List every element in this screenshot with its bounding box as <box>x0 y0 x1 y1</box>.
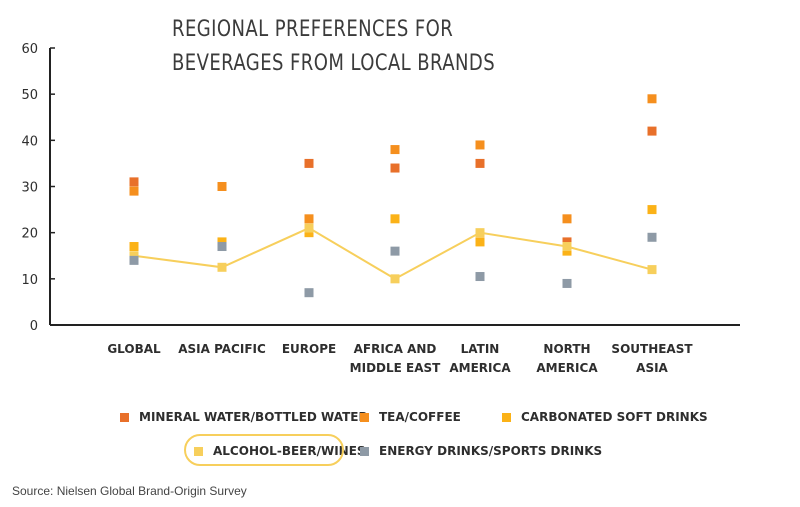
data-point <box>475 140 485 150</box>
data-point <box>475 158 485 168</box>
data-point <box>647 205 657 215</box>
data-point <box>390 163 400 173</box>
data-point <box>304 223 314 233</box>
data-point <box>129 251 139 261</box>
legend-item-energy-drinks: ENERGY DRINKS/SPORTS DRINKS <box>360 444 602 458</box>
data-point <box>217 262 227 272</box>
data-point <box>475 228 485 238</box>
data-point <box>217 237 227 247</box>
legend-label: MINERAL WATER/BOTTLED WATER <box>139 410 368 424</box>
x-category-label: EUROPE <box>282 342 336 356</box>
x-category-label: AMERICA <box>449 361 511 375</box>
x-category-label: MIDDLE EAST <box>350 361 441 375</box>
legend-label: TEA/COFFEE <box>379 410 461 424</box>
data-point <box>129 177 139 187</box>
data-point <box>562 246 572 256</box>
chart-title: REGIONAL PREFERENCES FOR BEVERAGES FROM … <box>172 17 496 76</box>
x-category-label: SOUTHEAST <box>611 342 693 356</box>
x-category-labels: GLOBAL ASIA PACIFIC EUROPE AFRICA AND MIDDLE… <box>107 342 693 375</box>
x-category-label: ASIA <box>636 361 668 375</box>
data-point <box>562 242 572 252</box>
data-points <box>129 94 657 298</box>
data-point <box>475 272 485 282</box>
source-note: Source: Nielsen Global Brand-Origin Surv… <box>12 484 247 498</box>
data-point <box>129 242 139 252</box>
legend-highlight-ring <box>184 434 344 466</box>
x-category-label: GLOBAL <box>107 342 161 356</box>
data-point <box>129 255 139 265</box>
data-point <box>217 242 227 252</box>
legend-swatch-energy-drinks <box>360 446 369 456</box>
legend-swatch-mineral-water <box>120 412 129 422</box>
data-point <box>390 145 400 155</box>
x-category-label: LATIN <box>461 342 500 356</box>
x-category-label: AMERICA <box>536 361 598 375</box>
y-tick-labels: 0 10 20 30 40 50 60 <box>21 42 38 334</box>
data-point <box>475 237 485 247</box>
legend-item-mineral-water: MINERAL WATER/BOTTLED WATER <box>120 410 368 424</box>
legend-label: ENERGY DRINKS/SPORTS DRINKS <box>379 444 603 458</box>
data-point <box>562 237 572 247</box>
data-point <box>217 182 227 191</box>
x-category-label: NORTH <box>543 342 590 356</box>
data-point <box>129 186 139 196</box>
x-category-label: ASIA PACIFIC <box>178 342 266 356</box>
data-point <box>390 246 400 256</box>
y-tick-label: 40 <box>21 134 38 149</box>
data-point <box>647 265 657 275</box>
y-tick-label: 10 <box>21 273 38 288</box>
data-point <box>647 94 657 104</box>
y-tick-label: 0 <box>30 319 38 334</box>
legend-item-tea-coffee: TEA/COFFEE <box>360 410 461 424</box>
data-point <box>390 274 400 284</box>
data-point <box>304 288 314 298</box>
legend-item-carbonated-soft-drinks: CARBONATED SOFT DRINKS <box>502 410 708 424</box>
y-tick-label: 30 <box>21 181 38 196</box>
legend-swatch-carbonated-soft-drinks <box>502 412 511 422</box>
data-point <box>562 214 572 224</box>
axes <box>49 47 740 326</box>
y-tick-label: 50 <box>21 88 38 103</box>
x-category-label: AFRICA AND <box>354 342 437 356</box>
data-point <box>304 158 314 168</box>
data-point <box>647 126 657 136</box>
data-point <box>304 228 314 238</box>
y-tick-label: 60 <box>21 42 38 57</box>
data-point <box>390 214 400 224</box>
y-tick-label: 20 <box>21 227 38 242</box>
legend-label: CARBONATED SOFT DRINKS <box>521 410 708 424</box>
data-point <box>562 278 572 288</box>
data-point <box>304 214 314 224</box>
data-point <box>647 232 657 242</box>
legend-swatch-tea-coffee <box>360 412 369 422</box>
